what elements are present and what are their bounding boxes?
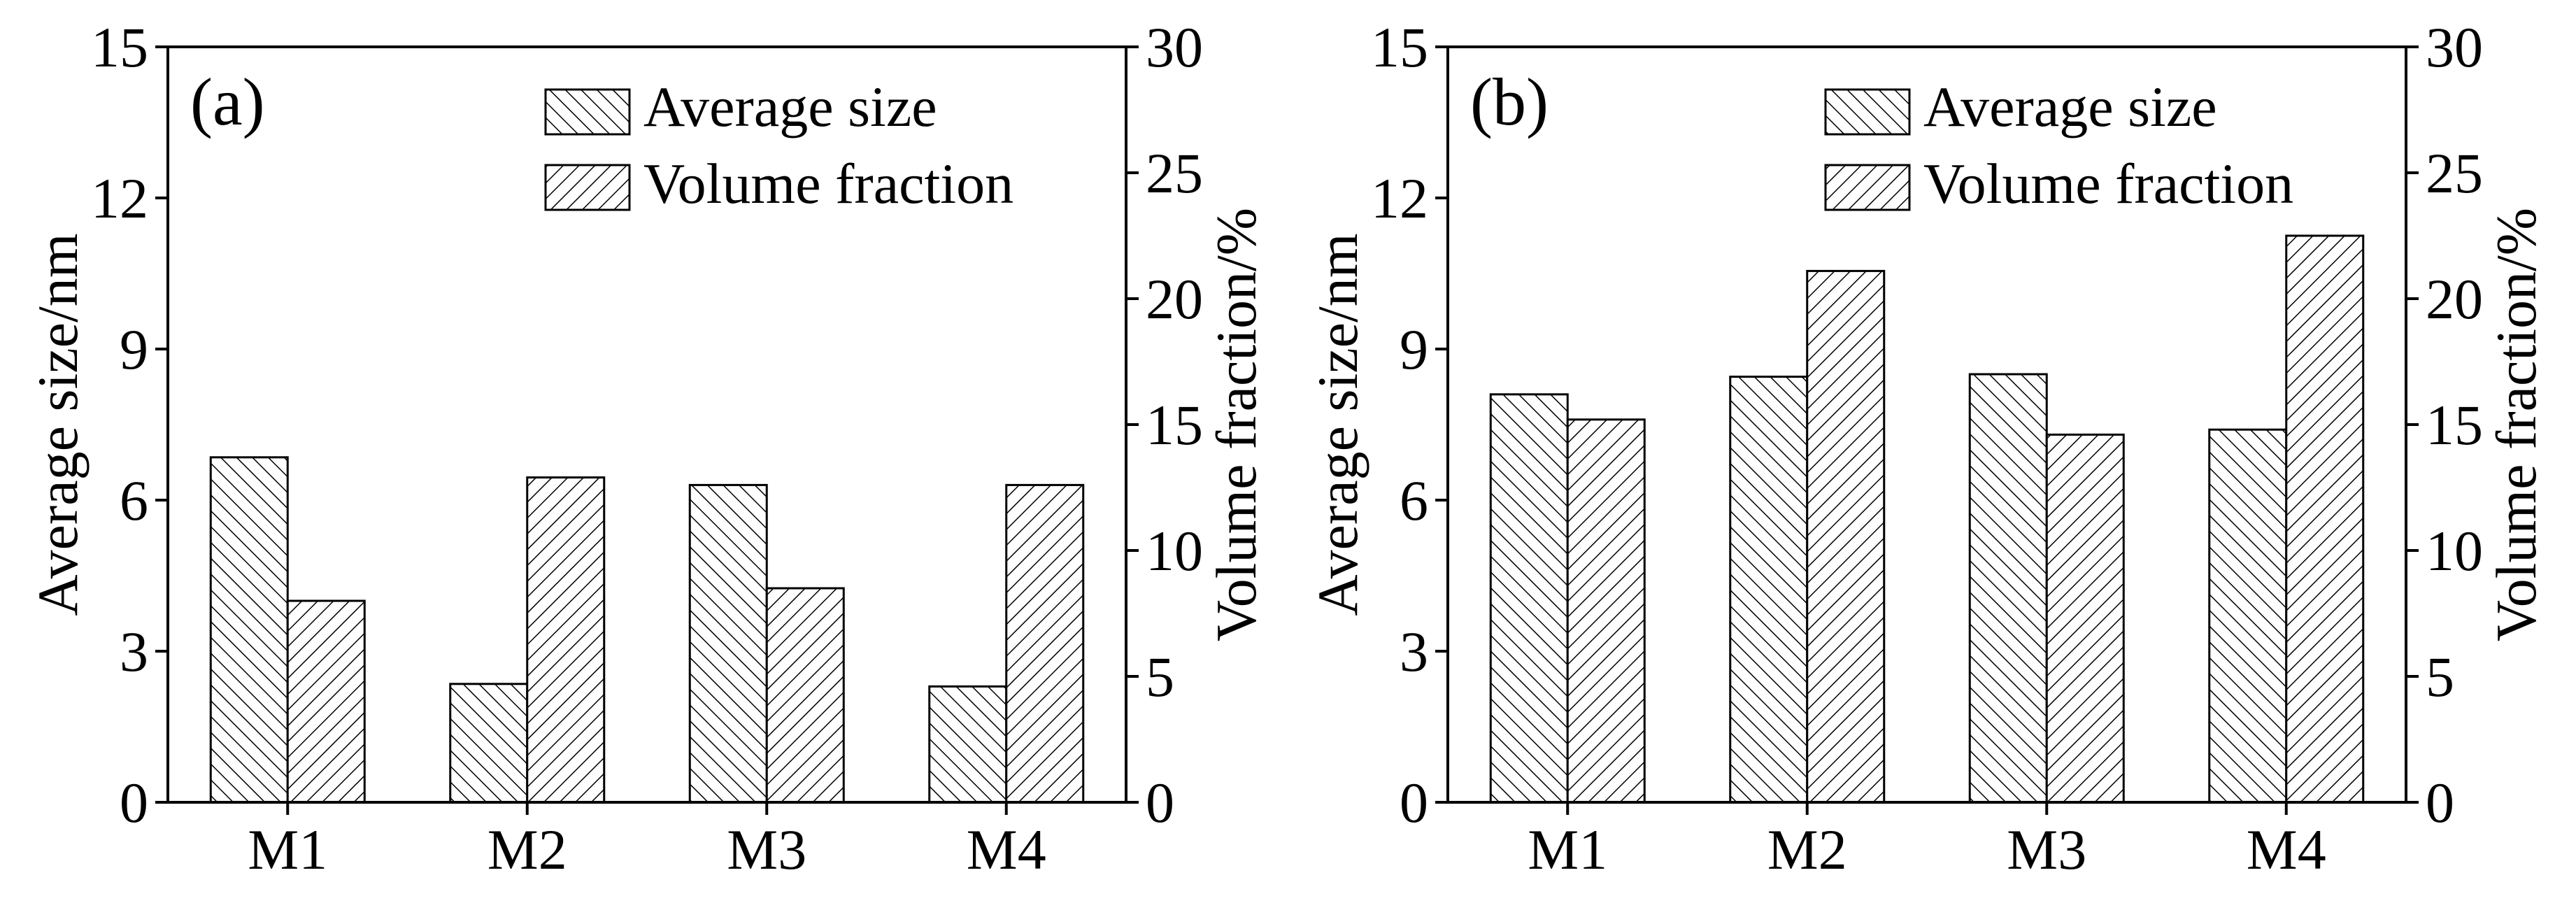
x-tick-label-m4: M4 xyxy=(967,818,1046,881)
y-tick-label-left: 3 xyxy=(120,620,148,683)
panel-label: (a) xyxy=(190,64,265,139)
legend-label-average-size: Average size xyxy=(643,75,937,138)
y-tick-label-right: 30 xyxy=(2426,15,2483,79)
bar-average-size-m1 xyxy=(209,456,289,804)
y-axis-label-left: Average size/nm xyxy=(1306,233,1369,616)
y-tick-label-right: 15 xyxy=(2426,393,2483,457)
y-tick-label-left: 6 xyxy=(1400,469,1428,532)
x-tick-label-m3: M3 xyxy=(727,818,806,881)
y-tick-label-right: 5 xyxy=(1146,645,1174,709)
y-tick-label-left: 9 xyxy=(1400,318,1428,381)
y-tick-label-left: 9 xyxy=(120,318,148,381)
legend-swatch-average-size xyxy=(544,88,631,136)
bar-average-size-m4 xyxy=(2208,428,2288,804)
ticks-group: M1 M2 M3 M4 0 3 6 9 12 15 0 5 10 15 20 25 30 xyxy=(91,15,1203,881)
x-tick-label-m2: M2 xyxy=(1767,818,1847,881)
legend-swatch-volume-fraction xyxy=(1824,164,1911,211)
y-tick-label-right: 0 xyxy=(2426,771,2454,834)
y-axis-label-right: Volume fraction/% xyxy=(2484,208,2548,641)
x-tick-label-m3: M3 xyxy=(2007,818,2086,881)
legend-label-volume-fraction: Volume fraction xyxy=(643,152,1013,215)
ticks-group: M1 M2 M3 M4 0 3 6 9 12 15 0 5 10 15 20 25 30 xyxy=(1371,15,2483,881)
y-tick-label-left: 0 xyxy=(1400,771,1428,834)
bar-volume-fraction-m3 xyxy=(2045,433,2125,804)
y-tick-label-right: 20 xyxy=(1146,267,1203,331)
bar-volume-fraction-m1 xyxy=(1566,418,1646,804)
bar-average-size-m2 xyxy=(1729,376,1809,804)
bar-volume-fraction-m4 xyxy=(2285,234,2365,804)
y-tick-label-right: 20 xyxy=(2426,267,2483,331)
bars-group xyxy=(1489,234,2365,804)
y-tick-label-right: 5 xyxy=(2426,645,2454,709)
y-tick-label-left: 12 xyxy=(91,166,148,230)
bars-group xyxy=(209,456,1085,804)
legend-label-average-size: Average size xyxy=(1923,75,2217,138)
y-tick-label-left: 15 xyxy=(1371,15,1428,79)
x-tick-label-m4: M4 xyxy=(2247,818,2326,881)
legend: Average size Volume fraction xyxy=(1824,75,2293,215)
x-tick-label-m2: M2 xyxy=(488,818,567,881)
legend-swatch-volume-fraction xyxy=(544,164,631,211)
bar-volume-fraction-m4 xyxy=(1005,483,1085,804)
y-axis-label-left: Average size/nm xyxy=(26,233,90,616)
x-tick-label-m1: M1 xyxy=(248,818,327,881)
bar-average-size-m4 xyxy=(928,685,1008,804)
y-tick-label-right: 25 xyxy=(2426,141,2483,205)
y-tick-label-left: 15 xyxy=(91,15,148,79)
y-axis-label-right: Volume fraction/% xyxy=(1204,208,1268,641)
y-tick-label-right: 10 xyxy=(2426,519,2483,583)
panel-label: (b) xyxy=(1470,64,1549,139)
y-tick-label-left: 12 xyxy=(1371,166,1428,230)
y-tick-label-left: 3 xyxy=(1400,620,1428,683)
y-tick-label-right: 30 xyxy=(1146,15,1203,79)
y-tick-label-right: 0 xyxy=(1146,771,1174,834)
chart-panel-b: M1 M2 M3 M4 0 3 6 9 12 15 0 5 10 15 20 25 30 (b) Average… xyxy=(1306,15,2548,881)
y-tick-label-right: 10 xyxy=(1146,519,1203,583)
y-tick-label-right: 15 xyxy=(1146,393,1203,457)
bar-volume-fraction-m3 xyxy=(765,587,845,804)
bar-volume-fraction-m1 xyxy=(286,599,366,804)
bar-average-size-m3 xyxy=(688,483,768,804)
bar-volume-fraction-m2 xyxy=(1806,269,1886,804)
y-tick-label-right: 25 xyxy=(1146,141,1203,205)
bar-volume-fraction-m2 xyxy=(526,476,606,804)
y-tick-label-left: 0 xyxy=(120,771,148,834)
legend-swatch-average-size xyxy=(1824,88,1911,136)
y-tick-label-left: 6 xyxy=(120,469,148,532)
bar-average-size-m1 xyxy=(1489,393,1569,804)
bar-average-size-m2 xyxy=(449,683,529,804)
legend-label-volume-fraction: Volume fraction xyxy=(1923,152,2293,215)
x-tick-label-m1: M1 xyxy=(1528,818,1607,881)
legend: Average size Volume fraction xyxy=(544,75,1013,215)
chart-panel-a: M1 M2 M3 M4 0 3 6 9 12 15 0 5 10 15 20 25 30 (a) Average… xyxy=(26,15,1268,881)
bar-average-size-m3 xyxy=(1968,373,2048,804)
